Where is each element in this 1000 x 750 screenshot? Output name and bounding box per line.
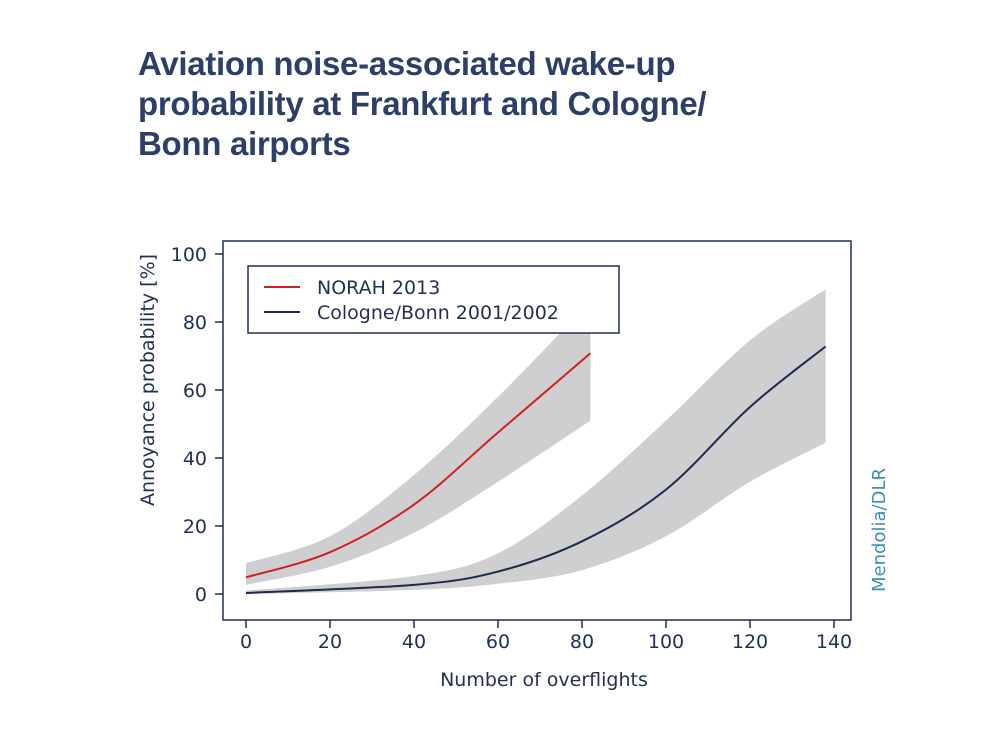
x-tick-label: 60 bbox=[486, 631, 510, 653]
confidence-band bbox=[246, 301, 591, 585]
legend: NORAH 2013 Cologne/Bonn 2001/2002 bbox=[247, 265, 620, 334]
chart-title: Aviation noise-associated wake-up probab… bbox=[138, 44, 707, 164]
x-tick-label: 100 bbox=[648, 631, 684, 653]
series-line bbox=[245, 345, 827, 594]
y-tick-label: 80 bbox=[183, 312, 207, 334]
y-tick-label: 0 bbox=[195, 584, 207, 606]
y-tick-label: 40 bbox=[183, 448, 207, 470]
y-tick-label: 100 bbox=[171, 244, 207, 266]
y-tick-label: 20 bbox=[183, 516, 207, 538]
legend-label-norah: NORAH 2013 bbox=[317, 277, 440, 299]
x-axis-label: Number of overflights bbox=[440, 669, 648, 691]
title-line: Bonn airports bbox=[138, 125, 351, 162]
x-tick-label: 120 bbox=[732, 631, 768, 653]
legend-label-cologne: Cologne/Bonn 2001/2002 bbox=[317, 302, 559, 324]
y-tick-label: 60 bbox=[183, 380, 207, 402]
x-tick-label: 40 bbox=[402, 631, 426, 653]
series-line bbox=[245, 352, 592, 579]
title-line: Aviation noise-associated wake-up bbox=[138, 45, 676, 82]
plot-frame bbox=[222, 240, 852, 621]
y-axis-label: Annoyance probability [%] bbox=[137, 254, 159, 506]
image-credit: Mendolia/DLR bbox=[869, 468, 890, 592]
confidence-band bbox=[246, 289, 826, 594]
x-tick-label: 20 bbox=[318, 631, 342, 653]
x-tick-label: 80 bbox=[570, 631, 594, 653]
x-tick-label: 0 bbox=[240, 631, 252, 653]
x-tick-label: 140 bbox=[816, 631, 852, 653]
title-line: probability at Frankfurt and Cologne/ bbox=[138, 85, 707, 122]
legend-box bbox=[247, 265, 620, 334]
